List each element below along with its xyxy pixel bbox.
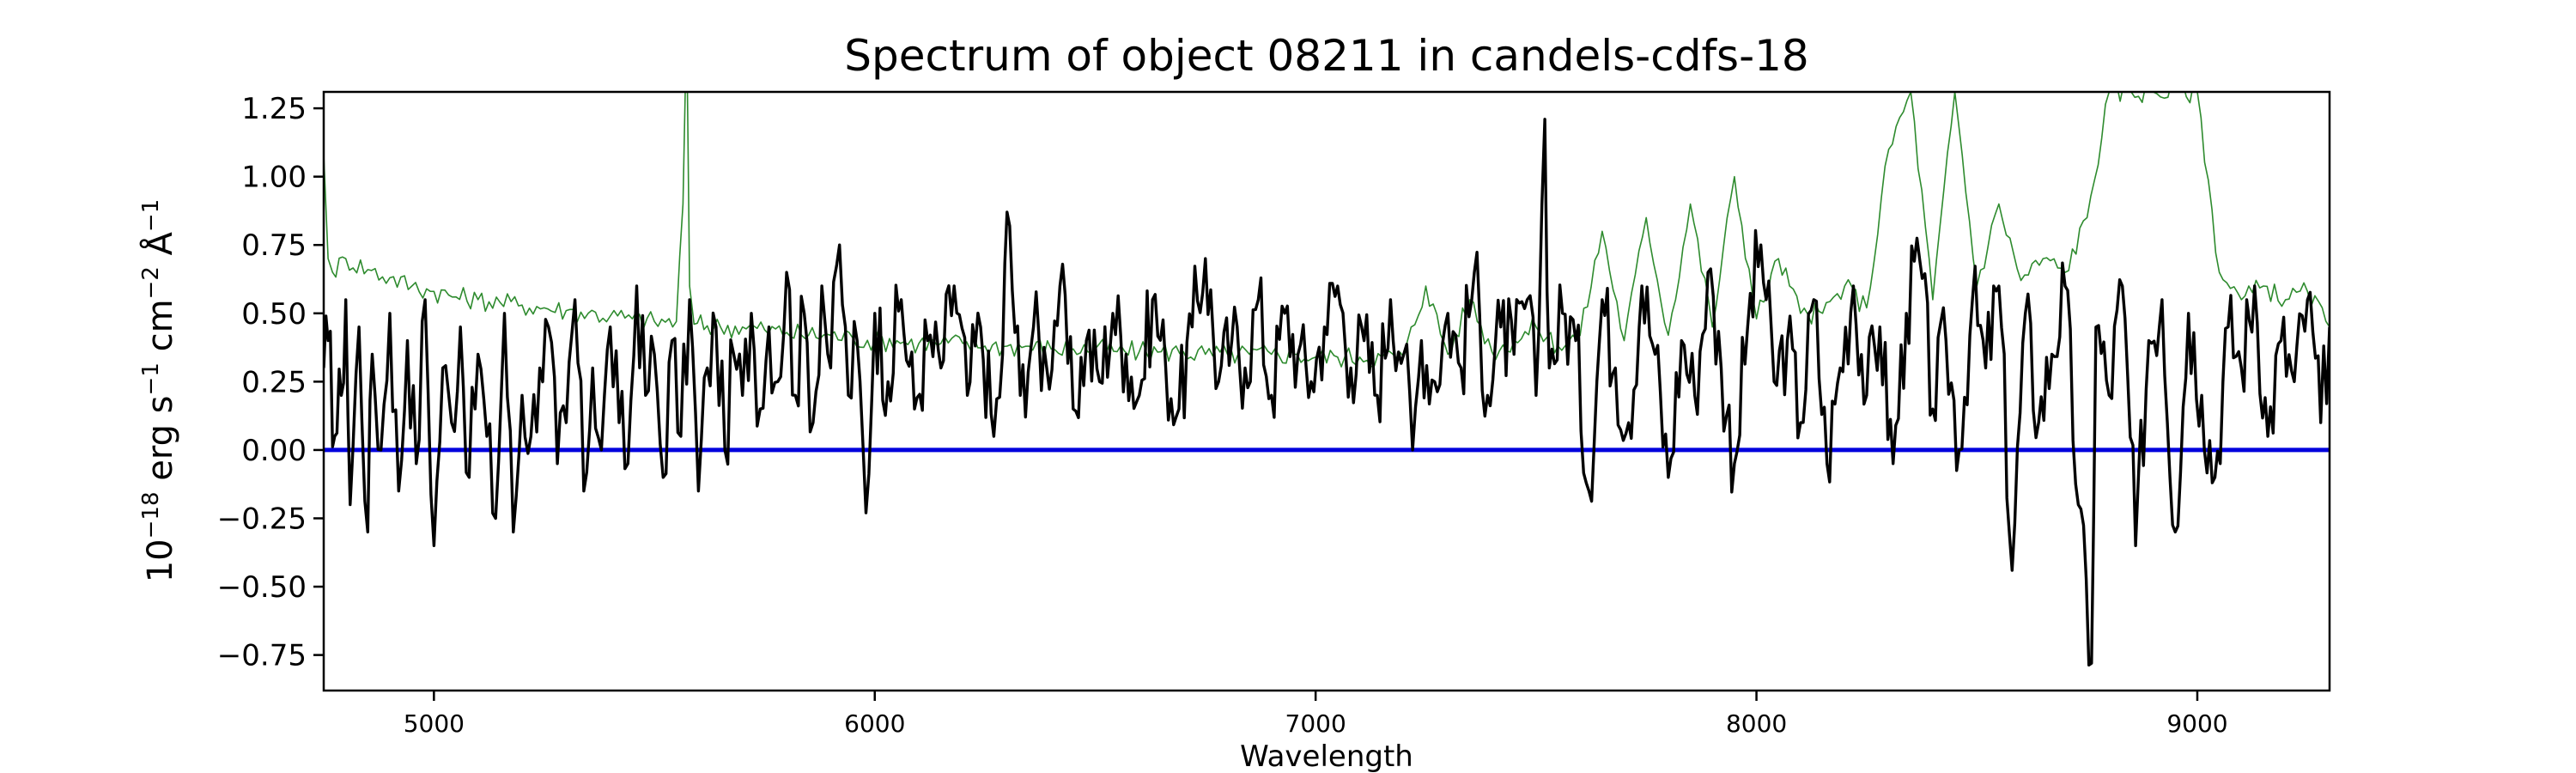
- x-tick-label: 5000: [404, 709, 465, 738]
- y-tick-label: −0.75: [217, 639, 307, 673]
- y-tick-label: −0.25: [217, 502, 307, 536]
- x-tick-label: 6000: [844, 709, 905, 738]
- y-axis-ticks: 1.25 1.00 0.75 0.50 0.25 0.00 −0.25 −0.50 −0.75: [217, 92, 324, 673]
- y-tick-label: 1.00: [241, 161, 307, 195]
- y-tick-label: 0.25: [241, 365, 307, 399]
- x-tick-label: 9000: [2166, 709, 2227, 738]
- x-axis-ticks: 5000 6000 7000 8000 9000: [404, 691, 2228, 738]
- x-tick-label: 8000: [1726, 709, 1787, 738]
- x-axis-label: Wavelength: [1240, 740, 1413, 773]
- plot-frame: [322, 90, 2331, 692]
- y-tick-label: 0.50: [241, 297, 307, 332]
- y-tick-label: −0.50: [217, 570, 307, 605]
- plot-area: [324, 92, 2330, 666]
- y-tick-label: 1.25: [241, 92, 307, 126]
- chart-title: Spectrum of object 08211 in candels-cdfs…: [844, 31, 1809, 81]
- y-tick-label: 0.75: [241, 228, 307, 263]
- y-tick-label: 0.00: [241, 434, 307, 468]
- flux-spectrum-line: [324, 118, 2330, 666]
- x-tick-label: 7000: [1285, 709, 1346, 738]
- y-axis-label: 10−18 erg s−1 cm−2 Å−1: [138, 199, 180, 583]
